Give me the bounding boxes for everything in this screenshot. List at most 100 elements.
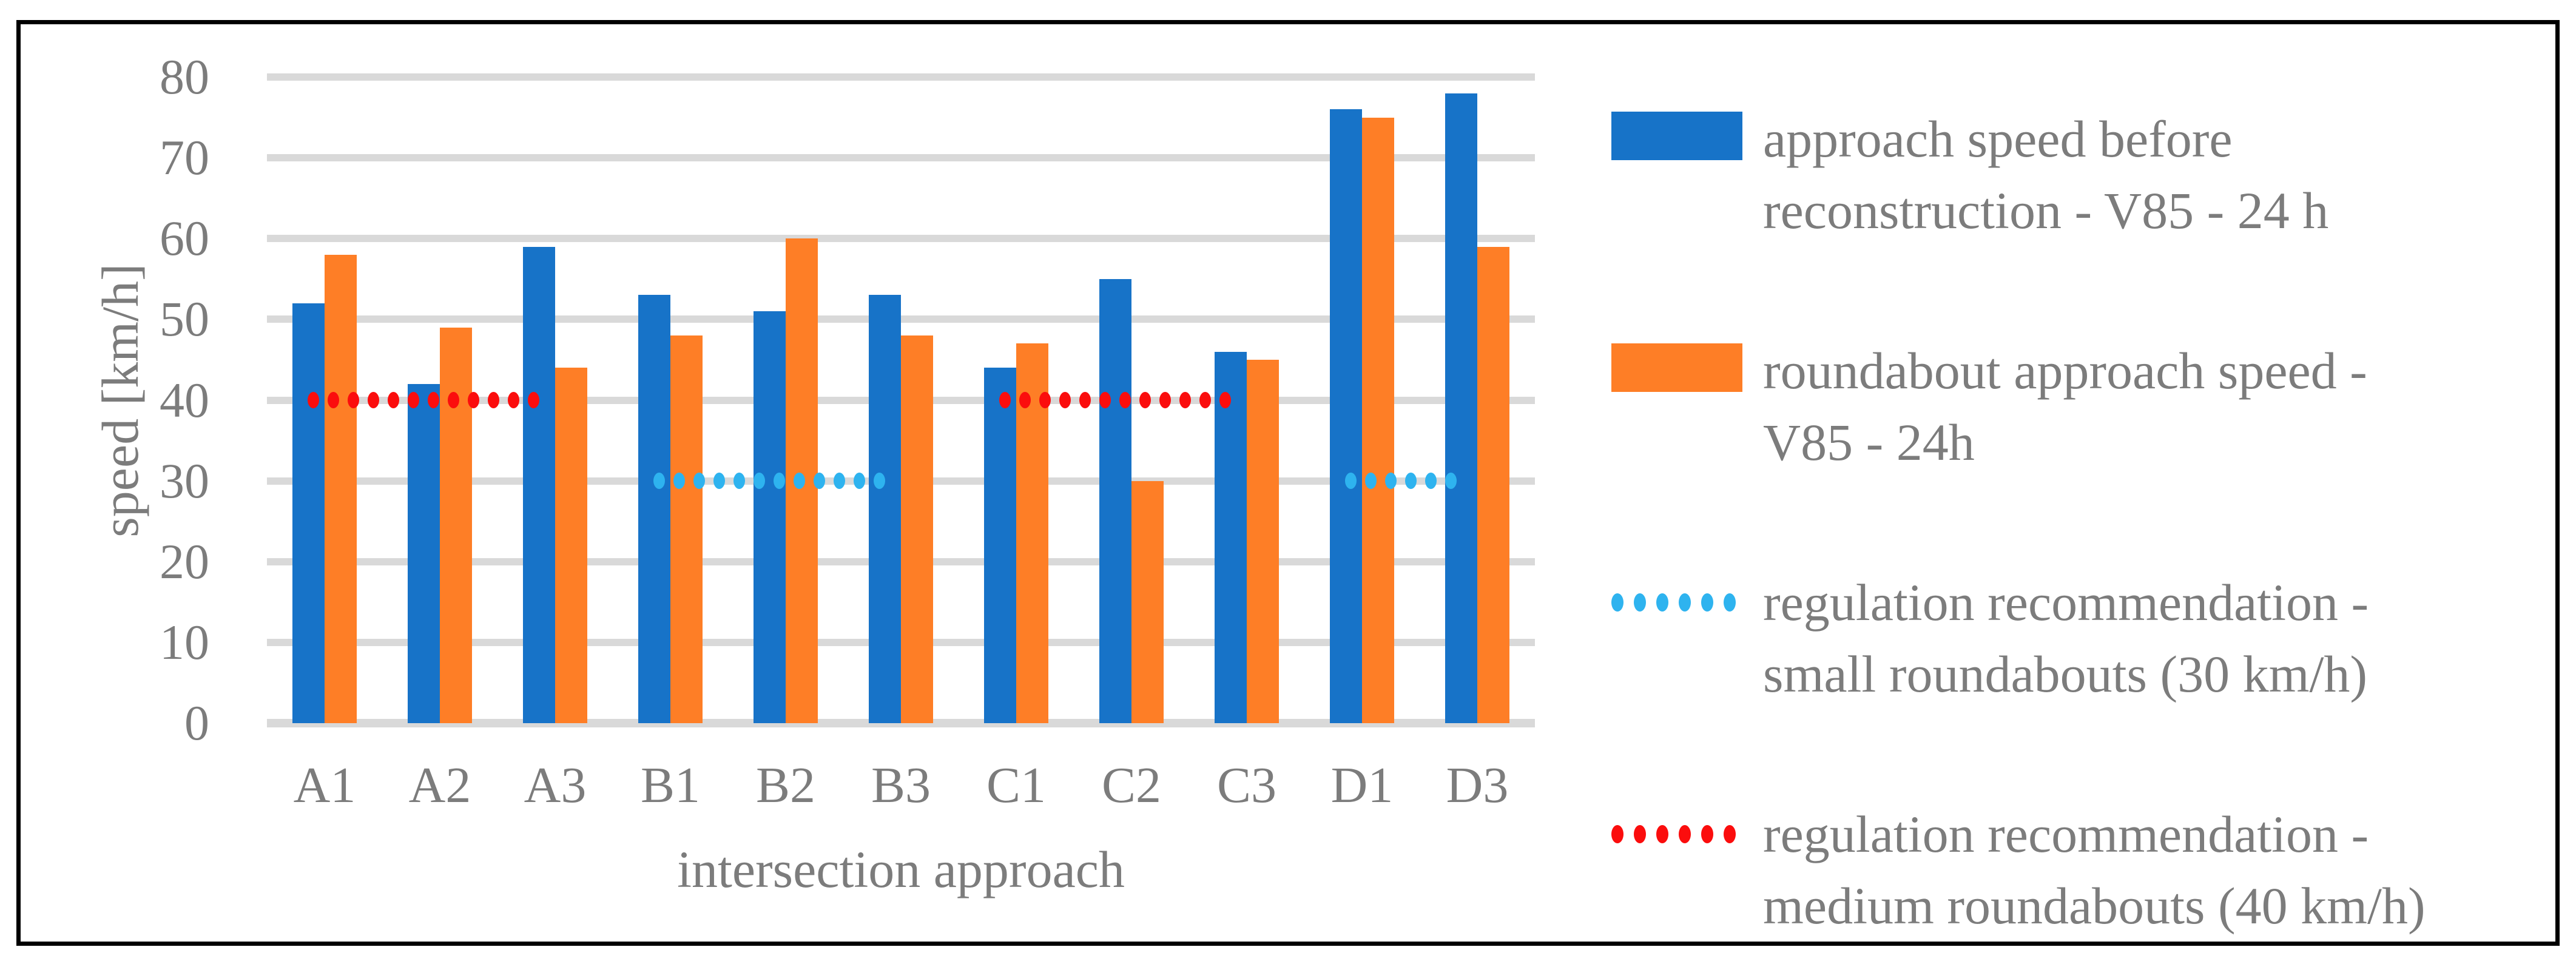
bar-before-A3 xyxy=(523,246,555,723)
refline-dot xyxy=(833,473,845,490)
bar-before-A1 xyxy=(292,303,325,723)
figure-border xyxy=(16,20,2560,946)
refline-dot xyxy=(507,392,519,408)
bar-before-A2 xyxy=(408,383,440,723)
bar-before-C2 xyxy=(1099,278,1131,723)
refline-dot xyxy=(527,392,539,408)
refline-dot xyxy=(1219,392,1231,408)
y-tick-40: 40 xyxy=(160,372,209,428)
refline-dot xyxy=(813,473,825,490)
refline-dot xyxy=(1344,473,1357,490)
bar-roundabout-B3 xyxy=(901,335,933,723)
legend-label-line2: medium roundabouts (40 km/h) xyxy=(1763,877,2426,935)
x-axis-title: intersection approach xyxy=(677,840,1125,898)
x-tick-C1: C1 xyxy=(986,757,1047,814)
legend-label-line2: V85 - 24h xyxy=(1763,413,1975,471)
y-tick-50: 50 xyxy=(160,291,209,347)
y-tick-10: 10 xyxy=(160,614,209,670)
legend-swatch-icon xyxy=(1611,112,1742,160)
refline-dot xyxy=(1039,392,1051,408)
y-tick-0: 0 xyxy=(184,695,209,750)
x-tick-B1: B1 xyxy=(640,757,701,814)
refline-dot xyxy=(873,473,885,490)
plot-area xyxy=(267,73,1535,727)
refline-dot xyxy=(1079,392,1091,408)
legend-label: regulation recommendation - small roundab… xyxy=(1763,567,2509,710)
legend-dot xyxy=(1611,825,1623,843)
refline-dot xyxy=(1364,473,1377,490)
refline-dot xyxy=(693,473,705,490)
refline-dot xyxy=(713,473,725,490)
legend-label: roundabout approach speed - V85 - 24h xyxy=(1763,335,2509,478)
bar-roundabout-C2 xyxy=(1131,480,1164,723)
bar-roundabout-A3 xyxy=(555,368,587,723)
refline-dot xyxy=(307,392,319,408)
x-tick-D3: D3 xyxy=(1446,757,1509,814)
bar-before-C3 xyxy=(1215,351,1247,723)
refline-dot xyxy=(1404,473,1417,490)
refline-dot xyxy=(999,392,1011,408)
refline-dot xyxy=(733,473,745,490)
refline-dot xyxy=(793,473,805,490)
legend-swatch-icon xyxy=(1611,343,1742,392)
y-tick-60: 60 xyxy=(160,211,209,266)
refline-40-C1-C3 xyxy=(999,392,1241,408)
refline-dot xyxy=(447,392,459,408)
legend-label-line1: roundabout approach speed - xyxy=(1763,342,2367,400)
refline-40-A1-A3 xyxy=(307,392,549,408)
bar-roundabout-B1 xyxy=(670,335,703,723)
refline-dot xyxy=(1199,392,1211,408)
refline-dot xyxy=(347,392,359,408)
legend-dot xyxy=(1701,593,1713,612)
bar-before-B3 xyxy=(869,295,901,723)
refline-dot xyxy=(367,392,379,408)
refline-dot xyxy=(1139,392,1151,408)
legend-label-line1: regulation recommendation - xyxy=(1763,573,2369,632)
refline-dot xyxy=(1179,392,1191,408)
legend-dot xyxy=(1724,593,1736,612)
bar-before-D3 xyxy=(1445,93,1477,723)
legend-dot xyxy=(1656,825,1668,843)
legend-dot xyxy=(1634,593,1646,612)
legend-dot xyxy=(1679,593,1691,612)
y-axis-title: speed [km/h] xyxy=(91,263,149,538)
legend-label-line2: small roundabouts (30 km/h) xyxy=(1763,645,2368,703)
legend-dot xyxy=(1634,825,1646,843)
refline-dot xyxy=(327,392,339,408)
refline-dot xyxy=(1119,392,1131,408)
x-tick-B2: B2 xyxy=(755,757,816,814)
gridline-60 xyxy=(267,235,1535,243)
legend-label: regulation recommendation - medium rounda… xyxy=(1763,798,2509,942)
bar-before-B1 xyxy=(638,295,670,723)
refline-dot xyxy=(753,473,765,490)
x-tick-C3: C3 xyxy=(1216,757,1277,814)
bar-before-D1 xyxy=(1330,109,1362,723)
legend-dotted-line-icon xyxy=(1611,825,1757,843)
x-tick-B3: B3 xyxy=(871,757,931,814)
refline-dot xyxy=(467,392,479,408)
refline-dot xyxy=(1059,392,1071,408)
refline-dot xyxy=(1099,392,1111,408)
refline-dot xyxy=(853,473,865,490)
refline-dot xyxy=(1445,473,1457,490)
bar-roundabout-D1 xyxy=(1362,117,1394,723)
bar-before-B2 xyxy=(754,311,786,723)
x-tick-A1: A1 xyxy=(293,757,356,814)
refline-dot xyxy=(773,473,785,490)
y-tick-70: 70 xyxy=(160,130,209,186)
bar-roundabout-A2 xyxy=(440,327,472,723)
refline-dot xyxy=(1019,392,1031,408)
bar-roundabout-C3 xyxy=(1247,359,1279,723)
refline-dot xyxy=(1425,473,1437,490)
legend-dot xyxy=(1611,593,1623,612)
refline-dot xyxy=(487,392,499,408)
legend-dot xyxy=(1679,825,1691,843)
refline-dot xyxy=(387,392,399,408)
legend-label-line1: approach speed before xyxy=(1763,110,2233,168)
legend-dotted-line-icon xyxy=(1611,593,1757,612)
y-tick-20: 20 xyxy=(160,533,209,589)
refline-dot xyxy=(1384,473,1397,490)
refline-dot xyxy=(1159,392,1171,408)
legend-label: approach speed before reconstruction - V8… xyxy=(1763,103,2509,246)
gridline-70 xyxy=(267,154,1535,162)
